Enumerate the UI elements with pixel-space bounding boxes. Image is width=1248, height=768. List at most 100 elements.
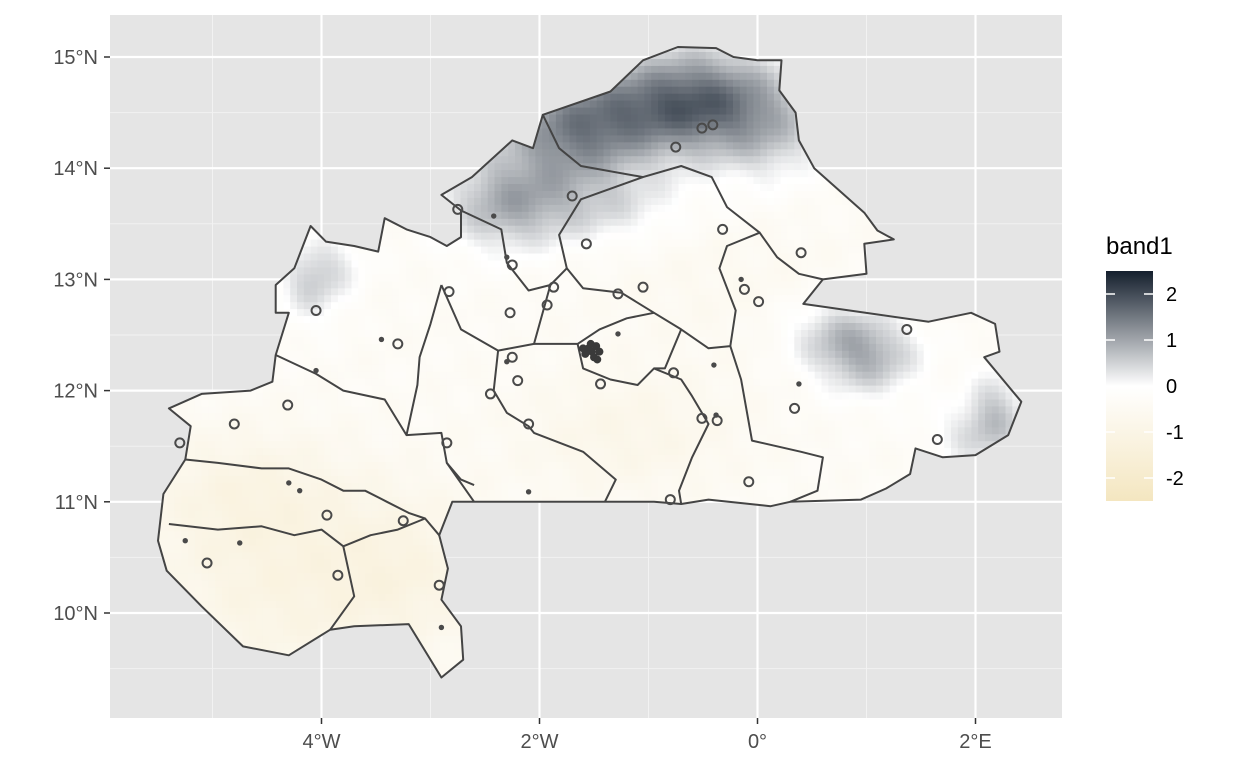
raster-cell [726,426,734,435]
raster-cell [324,419,332,428]
raster-cell [787,461,795,469]
raster-cell [712,433,720,442]
raster-cell [290,496,298,504]
raster-cell [916,440,925,449]
raster-cell [276,544,284,553]
raster-cell [767,433,775,442]
raster-cell [201,565,209,574]
raster-cell [555,468,564,476]
raster-cell [331,489,339,497]
raster-cell [385,517,393,525]
raster-cell [310,531,318,539]
raster-cell [262,614,271,622]
raster-cell [630,475,639,483]
raster-cell [331,572,339,581]
raster-cell [351,433,359,442]
raster-cell [698,426,707,435]
raster-cell [399,475,407,483]
raster-cell [222,621,230,629]
raster-cell [419,586,427,595]
raster-cell [535,482,543,490]
raster-cell [644,426,652,435]
raster-cell [378,419,387,428]
raster-cell [617,489,625,497]
raster-cell [433,663,441,671]
raster-cell [440,649,448,657]
raster-cell [644,475,652,483]
raster-cell [624,468,632,476]
raster-cell [753,440,761,449]
raster-cell [426,649,434,657]
raster-cell [515,447,523,456]
raster-cell [358,510,366,518]
raster-cell [337,517,346,525]
raster-cell [494,454,502,462]
raster-cell [801,496,809,504]
raster-cell [521,482,530,490]
raster-cell [726,482,734,490]
raster-cell [692,482,700,490]
raster-cell [644,454,652,462]
raster-cell [337,614,346,622]
raster-cell [487,426,496,435]
raster-cell [331,503,339,511]
raster-cell [317,517,325,525]
raster-cell [440,621,448,629]
raster-cell [222,524,230,532]
raster-cell [228,419,237,428]
raster-cell [733,447,741,456]
raster-cell [678,468,686,476]
raster-cell [371,593,380,601]
raster-cell [378,607,387,615]
raster-cell [337,558,346,567]
raster-cell [371,496,380,504]
raster-cell [521,475,530,483]
raster-cell [698,482,707,490]
raster-cell [344,531,353,539]
raster-cell [194,419,203,428]
raster-cell [480,426,489,435]
raster-cell [167,537,175,546]
raster-cell [283,440,291,449]
raster-cell [596,475,605,483]
raster-cell [855,440,863,449]
raster-cell [222,537,230,546]
raster-cell [957,433,966,442]
raster-cell [242,551,250,560]
raster-cell [780,468,789,476]
raster-cell [358,517,366,525]
raster-cell [664,475,673,483]
raster-cell [542,489,550,497]
raster-cell [474,482,482,490]
raster-cell [324,565,332,574]
raster-cell [487,475,496,483]
raster-cell [562,447,571,456]
raster-cell [971,426,979,435]
raster-cell [331,461,339,469]
raster-cell [378,537,387,546]
raster-cell [399,461,407,469]
raster-cell [821,426,829,435]
raster-cell [651,496,659,504]
raster-cell [337,468,346,476]
raster-cell [303,447,312,456]
raster-cell [160,503,169,511]
raster-cell [433,628,441,636]
raster-cell [269,440,278,449]
raster-cell [167,544,175,553]
raster-cell [365,531,373,539]
raster-cell [160,537,169,546]
raster-cell [583,433,591,442]
raster-cell [978,433,986,442]
raster-cell [337,586,346,595]
raster-cell [535,496,543,504]
raster-cell [262,565,271,574]
raster-cell [549,461,557,469]
raster-cell [358,537,366,546]
raster-cell [903,426,911,435]
raster-cell [583,475,591,483]
raster-cell [242,565,250,574]
raster-cell [256,482,264,490]
raster-cell [501,461,509,469]
raster-cell [610,426,618,435]
